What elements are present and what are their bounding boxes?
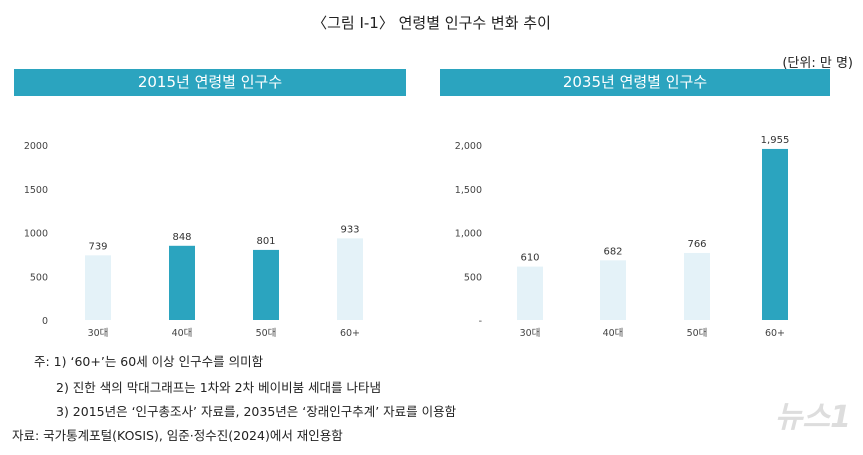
bar-40대 xyxy=(169,245,195,320)
bar-60+ xyxy=(337,238,363,320)
bar-50대 xyxy=(684,252,710,320)
x-tick-label: 40대 xyxy=(172,328,193,339)
x-tick-label: 40대 xyxy=(603,328,624,339)
x-tick-label: 30대 xyxy=(88,328,109,339)
y-tick-label: 1500 xyxy=(24,185,48,196)
y-tick-label: 500 xyxy=(30,272,48,283)
note-3: 3) 2015년은 ‘인구총조사’ 자료를, 2035년은 ‘장래인구추계’ 자… xyxy=(56,404,457,419)
y-tick-label: 1,500 xyxy=(455,185,482,196)
chart-1-title: 2015년 연령별 인구수 xyxy=(14,69,406,96)
bar-30대 xyxy=(517,266,543,320)
y-tick-label: 1,000 xyxy=(455,229,482,240)
bar-60+ xyxy=(762,148,788,320)
data-label: 933 xyxy=(340,224,359,235)
x-tick-label: 50대 xyxy=(256,328,277,339)
bar-40대 xyxy=(600,260,626,320)
data-label: 610 xyxy=(520,253,539,264)
x-tick-label: 60+ xyxy=(340,328,360,339)
note-1: 주: 1) ‘60+’는 60세 이상 인구수를 의미함 xyxy=(34,354,264,369)
data-label: 682 xyxy=(603,246,622,257)
data-label: 766 xyxy=(687,239,706,250)
note-2: 2) 진한 색의 막대그래프는 1차와 2차 베이비붐 세대를 나타냄 xyxy=(56,380,382,395)
bar-50대 xyxy=(253,249,279,320)
y-tick-label: 500 xyxy=(464,272,482,283)
data-label: 1,955 xyxy=(761,135,790,146)
data-label: 739 xyxy=(88,241,107,252)
y-tick-label: 1000 xyxy=(24,229,48,240)
y-tick-label: 2000 xyxy=(24,141,48,152)
chart-1: 0 500 1000 1500 2000 739 30대 848 40대 801 50대 933 60+ xyxy=(24,141,363,339)
chart-2-title: 2035년 연령별 인구수 xyxy=(440,69,830,96)
watermark-logo: 뉴스1 xyxy=(774,400,851,435)
y-tick-label: 2,000 xyxy=(455,141,482,152)
unit-label: (단위: 만 명) xyxy=(782,56,853,71)
chart-2: - 500 1,000 1,500 2,000 610 30대 682 40대 766 50대 1,9… xyxy=(455,135,790,339)
data-label: 801 xyxy=(256,236,275,247)
source-note: 자료: 국가통계포털(KOSIS), 임준·정수진(2024)에서 재인용함 xyxy=(12,428,343,443)
x-tick-label: 50대 xyxy=(687,328,708,339)
figure-title: 〈그림 Ⅰ-1〉 연령별 인구수 변화 추이 xyxy=(312,14,551,32)
x-tick-label: 60+ xyxy=(765,328,785,339)
y-tick-label: - xyxy=(479,316,482,327)
x-tick-label: 30대 xyxy=(520,328,541,339)
y-tick-label: 0 xyxy=(42,316,48,327)
bar-30대 xyxy=(85,255,111,320)
data-label: 848 xyxy=(172,232,191,243)
